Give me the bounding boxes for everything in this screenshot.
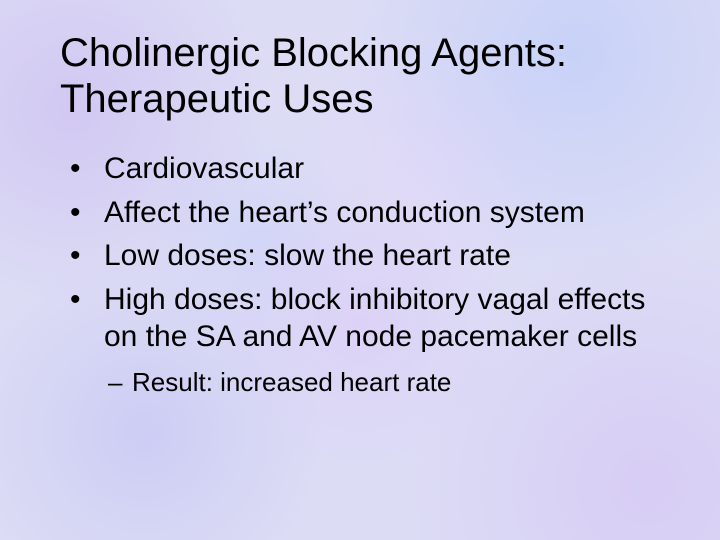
bullet-text: Cardiovascular <box>104 152 304 185</box>
slide-title: Cholinergic Blocking Agents: Therapeutic… <box>60 30 670 122</box>
list-item: Affect the heart’s conduction system <box>70 194 670 232</box>
slide: Cholinergic Blocking Agents: Therapeutic… <box>0 0 720 540</box>
sub-bullet-list: Result: increased heart rate <box>60 366 670 399</box>
list-item: Low doses: slow the heart rate <box>70 237 670 275</box>
bullet-list: Cardiovascular Affect the heart’s conduc… <box>60 150 670 356</box>
bullet-text: Affect the heart’s conduction system <box>104 196 585 229</box>
bullet-text: High doses: block inhibitory vagal effec… <box>104 283 645 354</box>
sub-bullet-text: Result: increased heart rate <box>132 367 451 397</box>
list-item: Result: increased heart rate <box>108 366 670 399</box>
list-item: Cardiovascular <box>70 150 670 188</box>
bullet-text: Low doses: slow the heart rate <box>104 239 511 272</box>
list-item: High doses: block inhibitory vagal effec… <box>70 281 670 356</box>
